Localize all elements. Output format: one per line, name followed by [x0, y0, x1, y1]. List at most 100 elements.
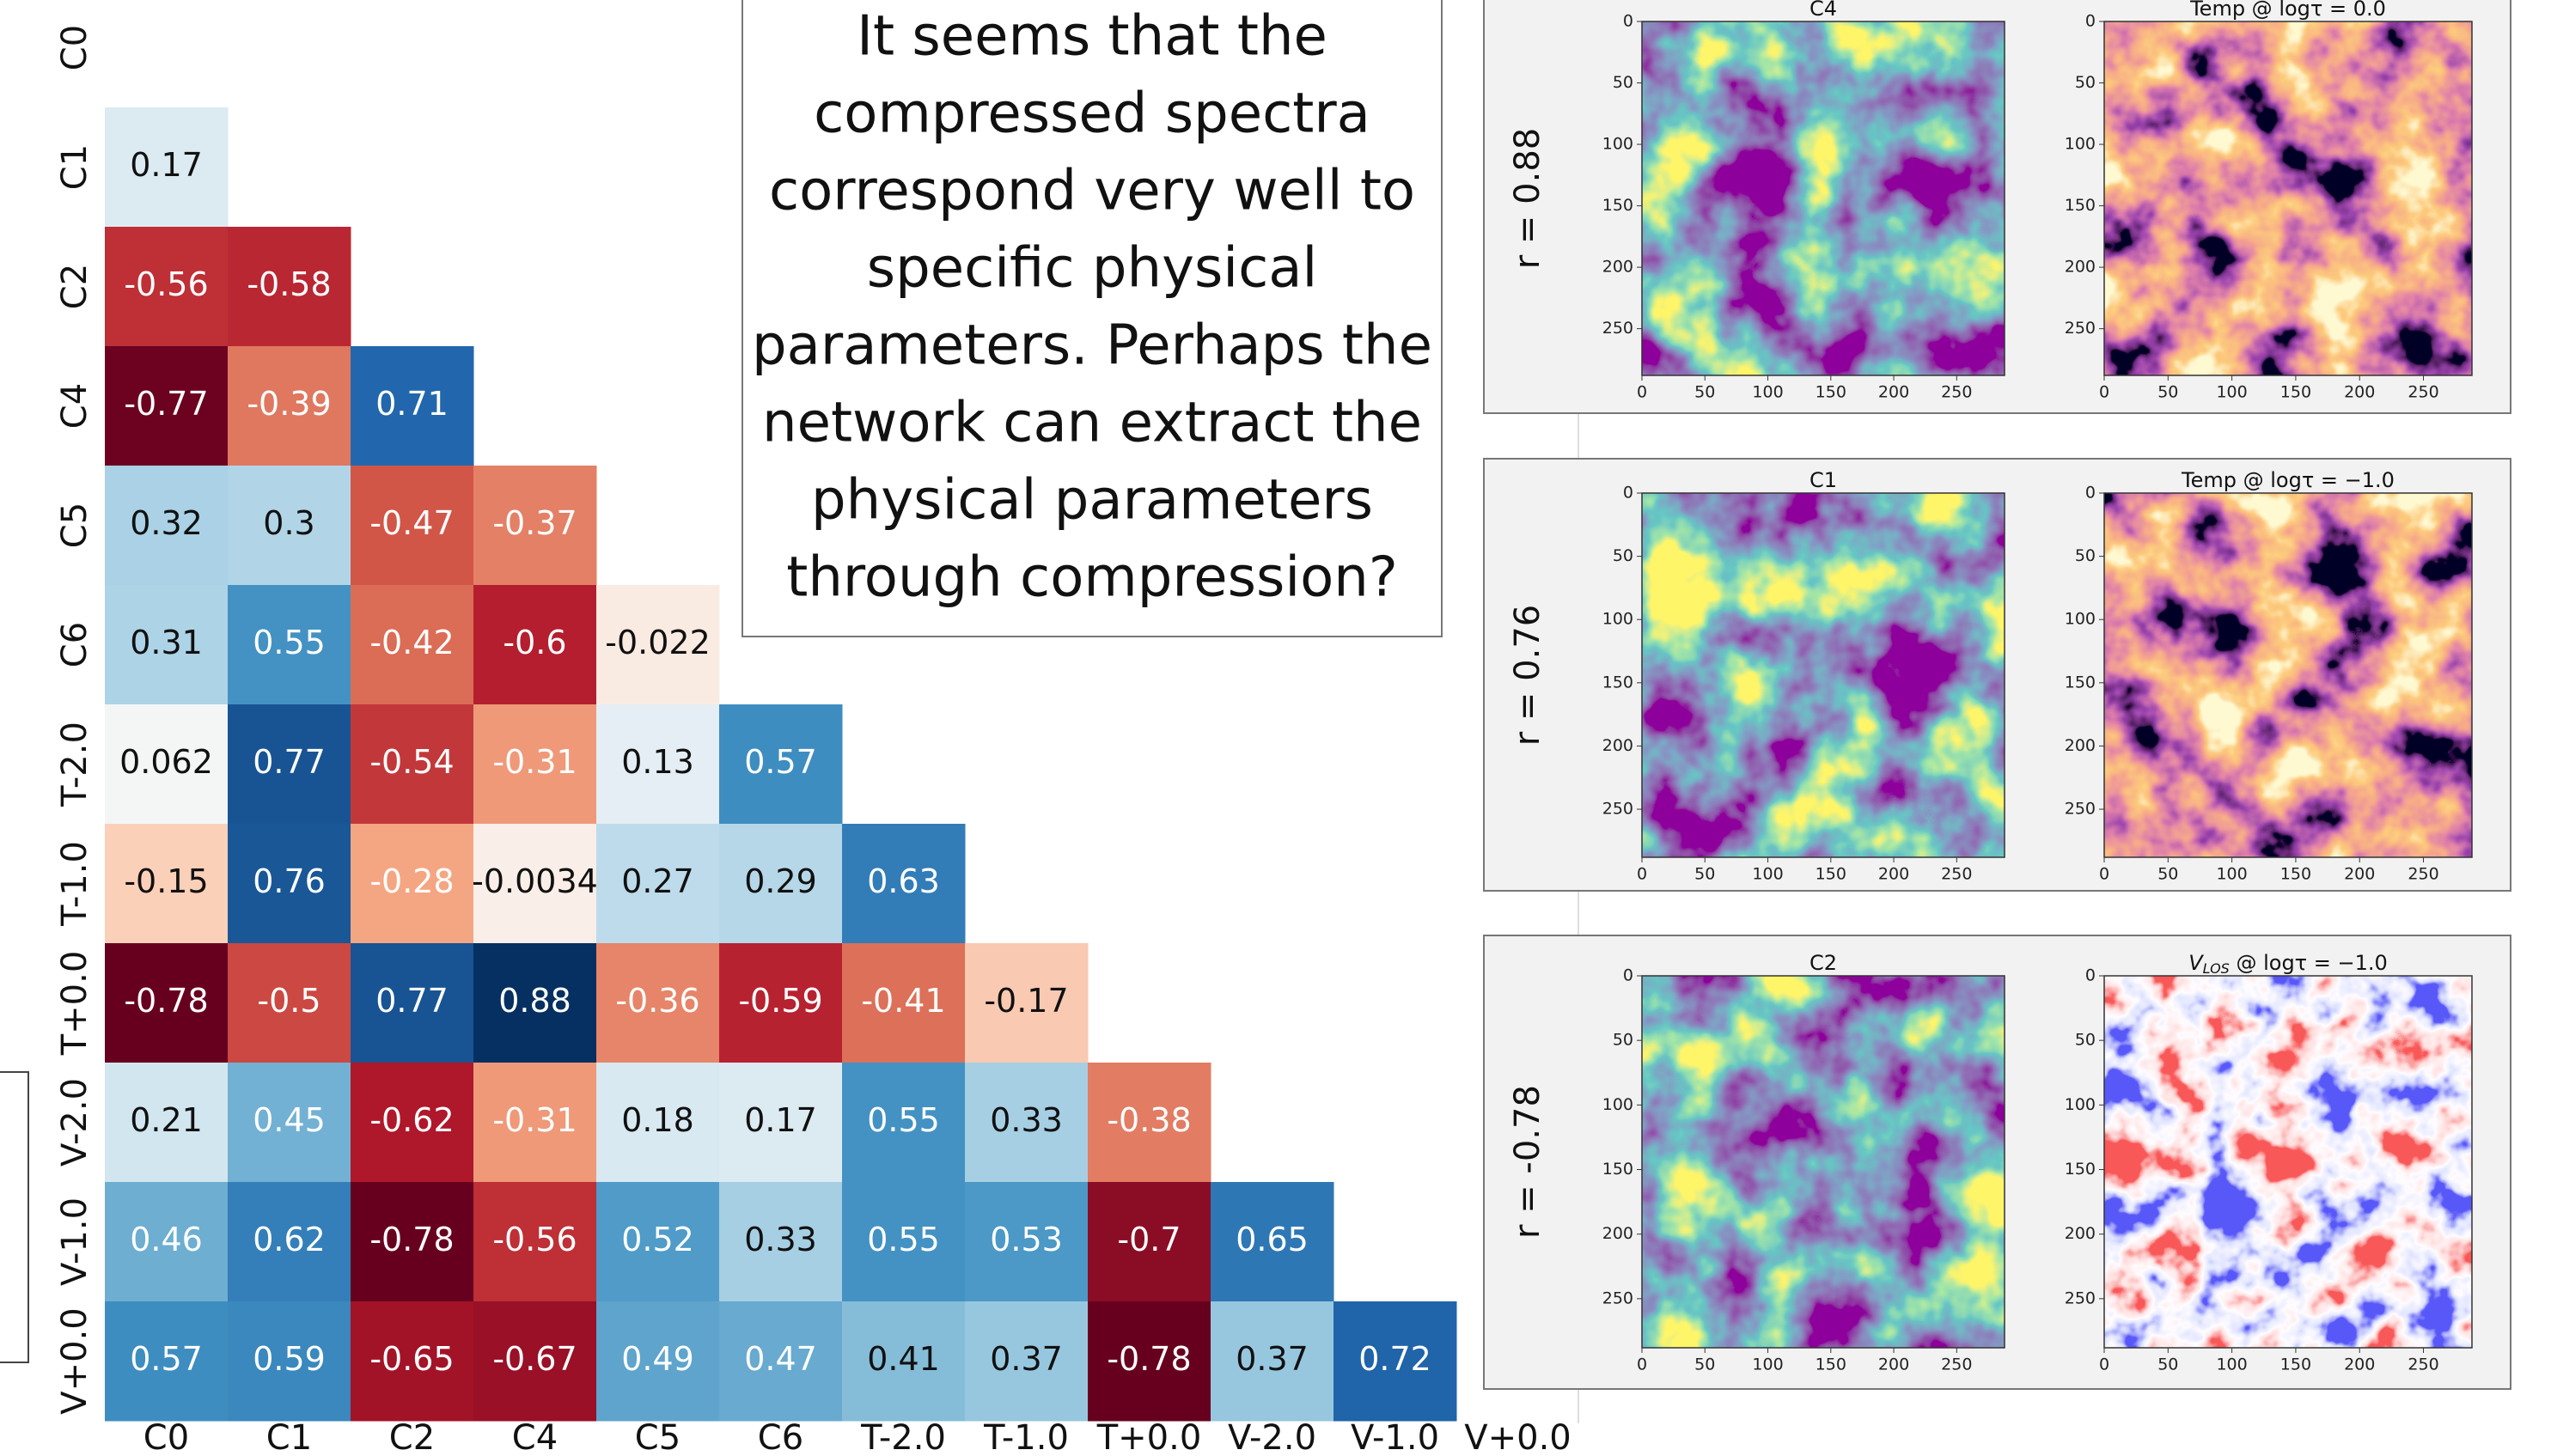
y-tick-label: 100 — [2065, 135, 2096, 154]
x-tick-label: T-1.0 — [983, 1418, 1069, 1456]
cell-label: 0.41 — [867, 1340, 940, 1378]
x-tick-label: 100 — [2216, 865, 2247, 884]
y-tick-label: 150 — [1602, 196, 1633, 215]
cell-label: -0.78 — [1107, 1340, 1191, 1378]
r-label: r = 0.88 — [1508, 128, 1547, 269]
cell-label: 0.33 — [990, 1101, 1063, 1139]
cell-label: 0.57 — [744, 743, 817, 781]
text-line: physical parameters — [811, 469, 1373, 533]
text-line: parameters. Perhaps the — [752, 314, 1432, 378]
image — [1642, 21, 2005, 375]
cell-label: -0.022 — [605, 624, 711, 661]
y-tick-label: 0 — [2085, 966, 2096, 985]
x-tick-label: 0 — [1637, 383, 1647, 402]
cell-label: -0.39 — [247, 385, 331, 423]
x-tick-label: 200 — [1878, 383, 1909, 402]
image — [1642, 976, 2005, 1348]
x-tick-label: 150 — [2280, 1355, 2311, 1374]
y-tick-label: 250 — [2065, 319, 2096, 338]
r-label: r = -0.78 — [1508, 1085, 1547, 1239]
cell-label: 0.57 — [130, 1340, 203, 1378]
cell-label: -0.37 — [492, 504, 577, 542]
y-tick-label: C1 — [55, 144, 95, 190]
x-tick-label: T+0.0 — [1096, 1418, 1202, 1456]
cell-label: 0.77 — [253, 743, 326, 781]
x-tick-label: 100 — [1752, 1355, 1783, 1374]
x-tick-label: 50 — [2157, 383, 2178, 402]
y-tick-label: 250 — [1602, 1288, 1633, 1307]
y-tick-label: 100 — [1602, 1095, 1633, 1114]
x-tick-label: 100 — [1752, 383, 1783, 402]
x-tick-label: C6 — [758, 1418, 803, 1456]
cell-label: -0.38 — [1107, 1101, 1191, 1139]
x-tick-label: 150 — [2280, 383, 2311, 402]
x-tick-label: 0 — [2099, 865, 2109, 884]
y-tick-label: C6 — [55, 622, 95, 667]
x-tick-label: 100 — [2216, 383, 2247, 402]
y-tick-label: 50 — [2075, 546, 2096, 565]
y-tick-label: 50 — [1613, 1031, 1633, 1050]
cell-label: 0.55 — [253, 624, 326, 661]
text-line: correspond very well to — [769, 160, 1415, 223]
cell-label: 0.63 — [867, 862, 940, 900]
y-tick-label: 0 — [2085, 12, 2096, 31]
image — [2104, 976, 2472, 1348]
x-tick-label: C4 — [512, 1418, 558, 1456]
x-tick-label: 100 — [1752, 865, 1783, 884]
y-tick-label: 50 — [2075, 1031, 2096, 1050]
y-tick-label: 200 — [2065, 736, 2096, 755]
r-label: r = 0.76 — [1508, 605, 1547, 746]
cell-label: -0.56 — [124, 265, 208, 303]
cell-label: -0.31 — [492, 1101, 577, 1139]
cell-label: -0.5 — [257, 982, 320, 1020]
x-tick-label: 50 — [1694, 383, 1715, 402]
y-tick-label: 200 — [1602, 258, 1633, 277]
cell-label: 0.45 — [253, 1101, 326, 1139]
y-tick-label: 150 — [2065, 1160, 2096, 1179]
y-tick-label: 50 — [2075, 73, 2096, 92]
x-tick-label: 250 — [1941, 383, 1972, 402]
x-tick-label: 0 — [2099, 383, 2109, 402]
text-line: It seems that the — [857, 5, 1327, 69]
y-tick-label: 200 — [2065, 1224, 2096, 1243]
y-tick-label: C4 — [55, 383, 95, 429]
x-tick-label: 0 — [2099, 1355, 2109, 1374]
y-tick-label: 150 — [1602, 1160, 1633, 1179]
x-tick-label: 200 — [2344, 1355, 2375, 1374]
y-tick-label: 150 — [2065, 673, 2096, 691]
cell-label: 0.32 — [130, 504, 203, 542]
cell-label: -0.7 — [1117, 1221, 1181, 1258]
cell-label: 0.47 — [744, 1340, 817, 1378]
y-tick-label: 200 — [2065, 258, 2096, 277]
cell-label: 0.46 — [130, 1221, 203, 1258]
cell-label: -0.0034 — [472, 862, 598, 900]
y-tick-label: C5 — [55, 503, 95, 548]
x-tick-label: 250 — [2408, 1355, 2438, 1374]
cell-label: -0.15 — [124, 862, 208, 900]
y-tick-label: 200 — [1602, 736, 1633, 755]
x-tick-label: 200 — [2344, 383, 2375, 402]
image-title: Temp @ logτ = −1.0 — [2181, 468, 2395, 492]
x-tick-label: 250 — [1941, 865, 1972, 884]
cell-label: -0.41 — [861, 982, 945, 1020]
x-tick-label: C0 — [143, 1418, 189, 1456]
image-title: Temp @ logτ = 0.0 — [2189, 0, 2386, 21]
y-tick-label: T+0.0 — [55, 951, 95, 1057]
cell-label: 0.65 — [1236, 1221, 1309, 1258]
cell-label: 0.88 — [498, 982, 571, 1020]
y-tick-label: C0 — [55, 25, 95, 70]
cell-label: 0.17 — [744, 1101, 817, 1139]
cell-label: -0.62 — [369, 1101, 454, 1139]
panels: r = 0.88C4005050100100150150200200250250… — [1484, 0, 2511, 1389]
cell-label: -0.58 — [247, 265, 331, 303]
x-tick-label: 150 — [1816, 1355, 1846, 1374]
title-rest: @ logτ = −1.0 — [2230, 951, 2388, 975]
y-tick-label: 150 — [1602, 673, 1633, 691]
cell-label: 0.37 — [1236, 1340, 1309, 1378]
x-tick-label: 200 — [1878, 1355, 1909, 1374]
cell-label: -0.42 — [369, 624, 454, 661]
cell-label: 0.33 — [744, 1221, 817, 1258]
x-tick-label: C5 — [635, 1418, 680, 1456]
y-tick-label: 0 — [1623, 484, 1633, 503]
y-tick-label: 250 — [2065, 1288, 2096, 1307]
